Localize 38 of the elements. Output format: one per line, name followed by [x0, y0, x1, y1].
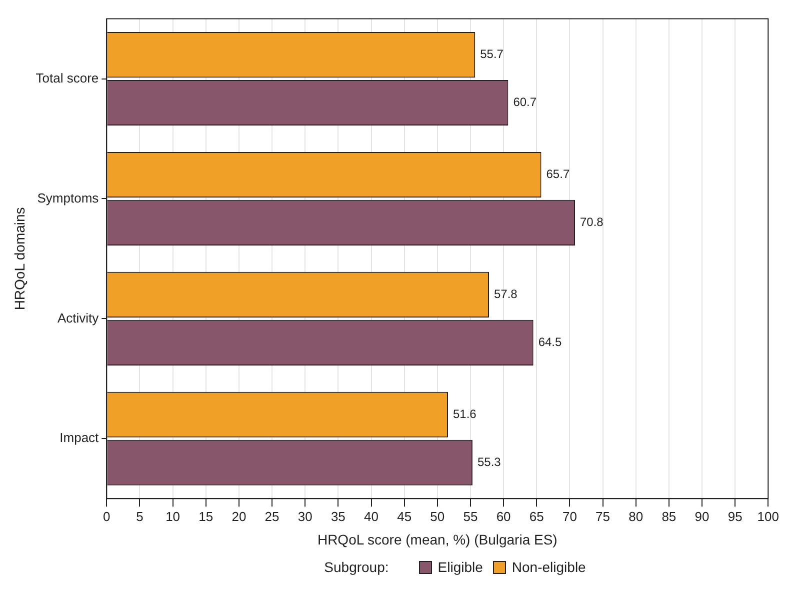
x-tick-label: 15 — [198, 508, 214, 524]
data-label: 51.6 — [452, 406, 477, 421]
y-tick-label: Impact — [60, 430, 100, 446]
y-tick-label: Activity — [57, 310, 100, 326]
x-tick-label: 95 — [728, 508, 742, 524]
x-tick-label: 65 — [529, 508, 544, 524]
x-tick-label: 75 — [596, 508, 610, 524]
data-label: 55.3 — [477, 454, 502, 469]
x-tick-label: 30 — [298, 508, 312, 524]
x-tick-label: 100 — [757, 508, 780, 524]
data-label: 64.5 — [538, 334, 562, 349]
legend-label: Eligible — [438, 559, 483, 575]
y-tick-label: Total score — [36, 70, 99, 86]
legend-title: Subgroup: — [324, 559, 389, 575]
x-tick-label: 10 — [166, 508, 180, 524]
x-axis-title: HRQoL score (mean, %) (Bulgaria ES) — [317, 531, 558, 548]
x-tick-label: 85 — [662, 508, 676, 524]
data-label: 70.8 — [580, 215, 604, 230]
x-tick-label: 70 — [562, 508, 577, 524]
legend-label: Non-eligible — [512, 559, 586, 575]
data-label: 60.7 — [513, 95, 537, 110]
x-tick-label: 50 — [430, 508, 445, 524]
x-tick-label: 60 — [496, 508, 511, 524]
x-tick-label: 0 — [103, 508, 110, 524]
x-tick-label: 35 — [330, 508, 346, 524]
x-tick-label: 25 — [264, 508, 280, 524]
x-tick-label: 90 — [694, 508, 710, 524]
data-label: 65.7 — [546, 167, 570, 182]
data-label: 57.8 — [494, 286, 518, 301]
data-label: 55.7 — [480, 47, 504, 62]
x-tick-label: 55 — [463, 508, 478, 524]
x-tick-label: 45 — [397, 508, 412, 524]
x-tick-label: 5 — [136, 508, 144, 524]
x-tick-label: 20 — [232, 508, 246, 524]
x-tick-label: 80 — [628, 508, 644, 524]
y-tick-label: Symptoms — [37, 190, 100, 206]
y-axis-title: HRQoL domains — [11, 207, 28, 310]
x-tick-label: 40 — [364, 508, 378, 524]
